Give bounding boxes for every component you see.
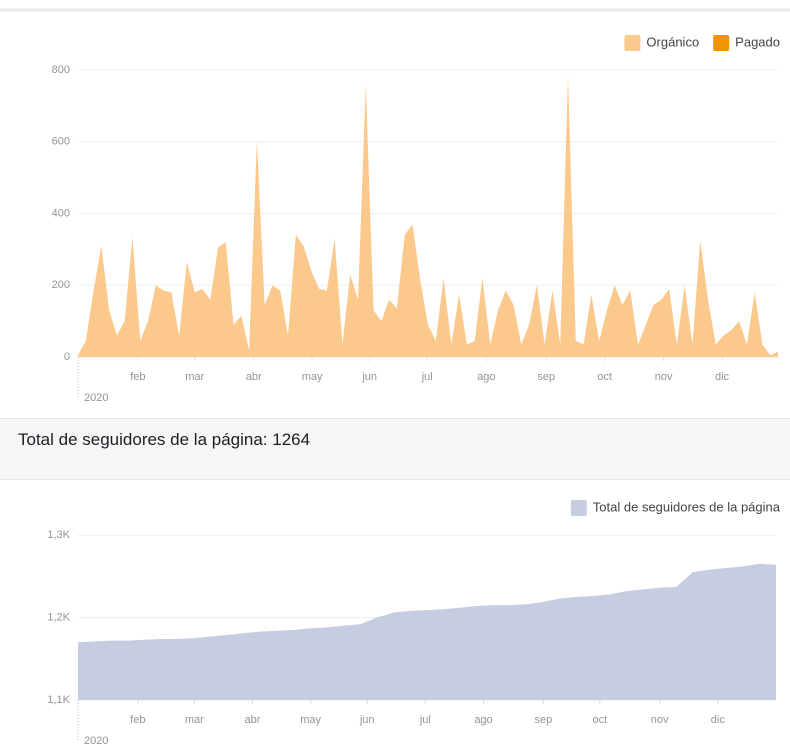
legend-swatch bbox=[624, 35, 641, 51]
x-tick-label: abr bbox=[245, 714, 261, 726]
area bbox=[78, 563, 776, 700]
x-tick-label: nov bbox=[651, 714, 669, 726]
x-tick-label: oct bbox=[592, 714, 607, 726]
x-tick-label: may bbox=[302, 371, 323, 383]
x-tick-label: may bbox=[300, 714, 321, 726]
legend-swatch bbox=[713, 35, 730, 51]
x-tick-label: abr bbox=[246, 371, 262, 383]
x-tick-label: jun bbox=[361, 371, 377, 383]
legend-label: Pagado bbox=[735, 34, 780, 49]
section-band bbox=[0, 418, 790, 480]
x-tick-label: ago bbox=[474, 714, 492, 726]
x-tick-label: sep bbox=[534, 714, 552, 726]
legend-label: Total de seguidores de la página bbox=[593, 499, 781, 514]
x-tick-label: oct bbox=[597, 371, 612, 383]
x-tick-label: nov bbox=[655, 371, 673, 383]
x-tick-label: sep bbox=[537, 371, 555, 383]
y-tick-label: 400 bbox=[52, 207, 70, 219]
x-tick-label: mar bbox=[185, 371, 204, 383]
x-tick-label: jul bbox=[419, 714, 431, 726]
y-tick-label: 1,2K bbox=[47, 611, 70, 623]
x-tick-label: ago bbox=[477, 371, 495, 383]
year-label: 2020 bbox=[84, 735, 108, 747]
legend-label: Orgánico bbox=[646, 34, 699, 49]
y-tick-label: 800 bbox=[52, 64, 70, 76]
area bbox=[78, 75, 778, 357]
x-tick-label: feb bbox=[130, 714, 145, 726]
year-label: 2020 bbox=[84, 392, 108, 404]
legend-swatch bbox=[570, 500, 587, 516]
x-tick-label: feb bbox=[130, 371, 145, 383]
x-tick-label: dic bbox=[715, 371, 730, 383]
x-tick-label: mar bbox=[185, 714, 204, 726]
x-tick-label: jul bbox=[421, 371, 433, 383]
y-tick-label: 1,1K bbox=[47, 694, 70, 706]
y-tick-label: 0 bbox=[64, 351, 70, 363]
y-tick-label: 600 bbox=[52, 136, 70, 148]
x-tick-label: jun bbox=[359, 714, 375, 726]
y-tick-label: 1,3K bbox=[47, 529, 70, 541]
section-title: Total de seguidores de la página: 1264 bbox=[18, 430, 311, 449]
x-tick-label: dic bbox=[711, 714, 726, 726]
y-tick-label: 200 bbox=[52, 279, 70, 291]
